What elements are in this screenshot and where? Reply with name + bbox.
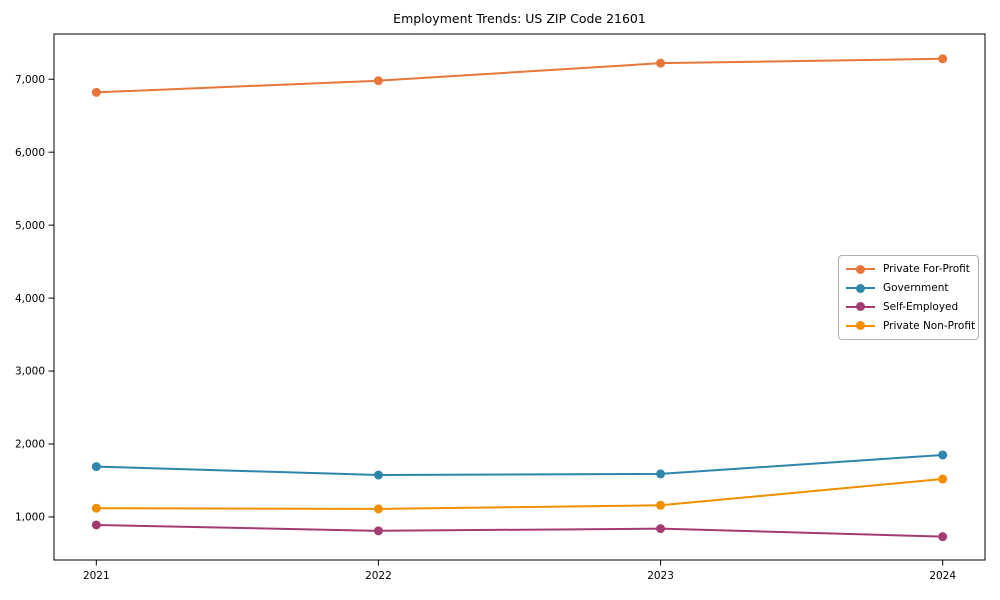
data-point-marker xyxy=(656,500,666,510)
x-tick-label: 2023 xyxy=(647,570,674,582)
y-tick-label: 4,000 xyxy=(15,293,45,305)
legend-dot-swatch xyxy=(856,302,865,312)
legend-label: Private Non-Profit xyxy=(883,319,976,332)
legend-dot-swatch xyxy=(856,321,865,331)
legend-item-government: Government xyxy=(846,279,971,298)
legend-label: Government xyxy=(883,282,949,295)
legend-line-marker-icon xyxy=(846,283,875,293)
chart-title: Employment Trends: US ZIP Code 21601 xyxy=(393,11,646,26)
plot-border xyxy=(53,33,986,561)
data-point-marker xyxy=(656,524,666,534)
y-tick-label: 2,000 xyxy=(15,439,45,451)
legend-label: Self-Employed xyxy=(883,300,959,313)
y-tick-label: 5,000 xyxy=(15,220,45,232)
data-point-marker xyxy=(373,504,383,514)
legend-line-marker-icon xyxy=(846,302,875,312)
data-point-marker xyxy=(656,469,666,479)
x-tick-label: 2021 xyxy=(83,570,110,582)
data-point-marker xyxy=(91,462,101,472)
legend-dot-swatch xyxy=(856,264,865,274)
data-point-marker xyxy=(373,470,383,480)
legend-item-self-employed: Self-Employed xyxy=(846,298,971,317)
data-point-marker xyxy=(938,474,948,484)
data-point-marker xyxy=(91,87,101,97)
legend-line-marker-icon xyxy=(846,321,875,331)
series-line-government xyxy=(95,453,944,477)
series-line-self-employed xyxy=(95,523,944,538)
data-point-marker xyxy=(938,54,948,64)
data-point-marker xyxy=(656,58,666,68)
data-point-marker xyxy=(91,503,101,513)
chart-legend: Private For-Profit Government Self-Employe… xyxy=(838,255,979,340)
data-point-marker xyxy=(91,520,101,530)
x-tick-label: 2022 xyxy=(365,570,392,582)
series-line-private-non-profit xyxy=(95,478,944,510)
x-tick-label: 2024 xyxy=(929,570,956,582)
y-tick-label: 6,000 xyxy=(15,147,45,159)
data-point-marker xyxy=(938,450,948,460)
y-tick-label: 1,000 xyxy=(15,512,45,524)
data-point-marker xyxy=(373,526,383,536)
data-point-marker xyxy=(373,76,383,86)
legend-label: Private For-Profit xyxy=(883,263,970,276)
legend-line-marker-icon xyxy=(846,264,875,274)
y-tick-label: 7,000 xyxy=(15,74,45,86)
legend-dot-swatch xyxy=(856,283,865,293)
legend-item-private-for-profit: Private For-Profit xyxy=(846,260,971,279)
series-line-private-for-profit xyxy=(95,57,944,94)
y-tick-label: 3,000 xyxy=(15,366,45,378)
data-point-marker xyxy=(938,532,948,542)
legend-item-private-non-profit: Private Non-Profit xyxy=(846,316,975,335)
